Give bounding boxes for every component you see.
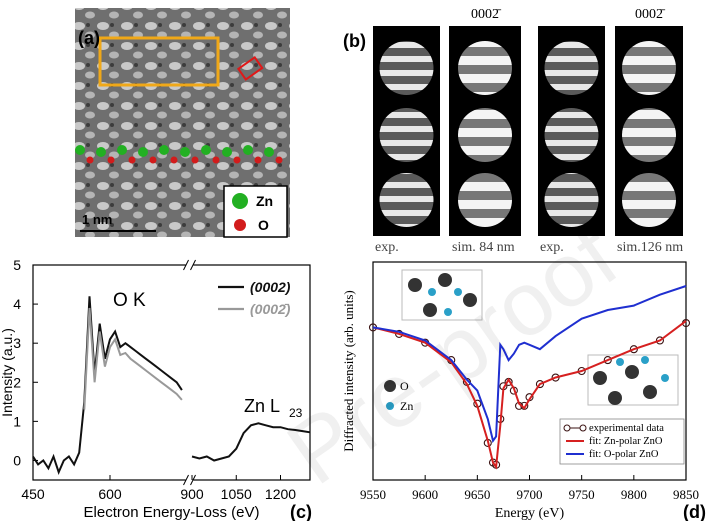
image-caption: sim.126 nm: [617, 240, 683, 255]
x-tick-label: 9850: [673, 487, 699, 502]
zn-atom: [222, 147, 232, 157]
page: {"panel_a": {"label": "(a)", "legend": […: [0, 0, 707, 521]
y-axis-label: Diffracted intensity (arb. units): [341, 290, 356, 452]
x-axis-label: Electron Energy-Loss (eV): [84, 504, 260, 521]
o-atom: [593, 371, 607, 385]
y-axis-label: Intensity (a.u.): [0, 328, 15, 417]
diffraction-disk: [458, 108, 512, 162]
body: Zn O 1 nm (a) (b) 0002̄ 0002̄ exp. sim. …: [0, 0, 707, 521]
o-atom: [150, 157, 157, 164]
legend-label: fit: O-polar ZnO: [589, 449, 659, 460]
x-tick-label: 600: [98, 486, 122, 502]
legend-o: O: [258, 217, 269, 233]
panel-label: (a): [78, 28, 100, 48]
diffraction-disk: [458, 41, 512, 95]
o-atom: [408, 278, 422, 292]
scale-bar-label: 1 nm: [82, 212, 112, 227]
figure: Zn O 1 nm (a) (b) 0002̄ 0002̄ exp. sim. …: [0, 0, 707, 521]
zn-atom: [117, 145, 127, 155]
x-tick-label: 9550: [360, 487, 386, 502]
panel-label: (d): [683, 502, 706, 521]
zn-atom: [264, 147, 274, 157]
legend-label: experimental data: [589, 423, 664, 434]
diffraction-disk: [380, 41, 434, 95]
image-header: 0002̄: [471, 7, 502, 22]
x-tick-label: 900: [180, 486, 204, 502]
o-atom: [213, 157, 220, 164]
plot-frame: [33, 265, 310, 480]
y-tick-label: 5: [13, 257, 21, 273]
diffraction-disk: [622, 41, 676, 95]
o-atom: [108, 157, 115, 164]
o-atom: [643, 385, 657, 399]
o-atom: [192, 157, 199, 164]
x-tick-label: 9800: [621, 487, 647, 502]
o-atom: [276, 157, 283, 164]
series-line: [84, 308, 182, 410]
panel-label: (b): [343, 31, 366, 51]
x-tick-label: 9650: [464, 487, 490, 502]
x-tick-label: 450: [21, 486, 45, 502]
series-line: [33, 296, 310, 472]
x-tick-label: 1050: [221, 486, 252, 502]
o-atom: [171, 157, 178, 164]
legend-label: fit: Zn-polar ZnO: [589, 436, 663, 447]
o-atom: [608, 391, 622, 405]
zn-atom: [616, 358, 624, 366]
image-caption: sim. 84 nm: [452, 240, 515, 255]
zn-atom: [159, 145, 169, 155]
legend-label: (0002̄): [250, 301, 291, 317]
diffraction-disk: [380, 173, 434, 227]
annotation: O K: [113, 290, 146, 311]
x-tick-label: 1200: [265, 486, 296, 502]
image-caption: exp.: [375, 240, 399, 255]
zn-marker: [232, 193, 248, 209]
diffraction-disk: [545, 108, 599, 162]
annotation: Zn L: [244, 396, 280, 416]
diffraction-disk: [458, 173, 512, 227]
diffraction-disk: [622, 173, 676, 227]
zn-atom: [75, 145, 85, 155]
o-atom: [438, 273, 452, 287]
legend-label: (0002): [250, 279, 291, 295]
zn-atom: [201, 145, 211, 155]
diffraction-disk: [545, 41, 599, 95]
legend-swatch: [580, 425, 586, 431]
x-axis-label: Energy (eV): [495, 506, 565, 521]
y-tick-label: 0: [13, 452, 21, 468]
o-atom: [234, 157, 241, 164]
o-atom: [625, 365, 639, 379]
annotation-subscript: 23: [289, 406, 303, 420]
panel-label: (c): [290, 502, 312, 521]
zn-atom: [428, 288, 436, 296]
diffraction-images: [373, 26, 683, 236]
zn-atom: [138, 147, 148, 157]
o-marker: [234, 219, 246, 231]
diffraction-disk: [622, 108, 676, 162]
y-tick-label: 4: [13, 296, 21, 312]
zn-atom: [641, 356, 649, 364]
diffraction-disk: [380, 108, 434, 162]
o-atom: [129, 157, 136, 164]
legend-zn: Zn: [256, 193, 273, 209]
o-atom: [255, 157, 262, 164]
zn-atom: [96, 147, 106, 157]
legend-swatch: [564, 425, 570, 431]
zn-atom: [243, 145, 253, 155]
image-header: 0002̄: [635, 7, 666, 22]
x-tick-label: 9700: [517, 487, 543, 502]
zn-atom: [661, 374, 669, 382]
o-atom: [87, 157, 94, 164]
x-tick-label: 9600: [412, 487, 438, 502]
zn-atom: [180, 147, 190, 157]
x-tick-label: 9750: [569, 487, 595, 502]
